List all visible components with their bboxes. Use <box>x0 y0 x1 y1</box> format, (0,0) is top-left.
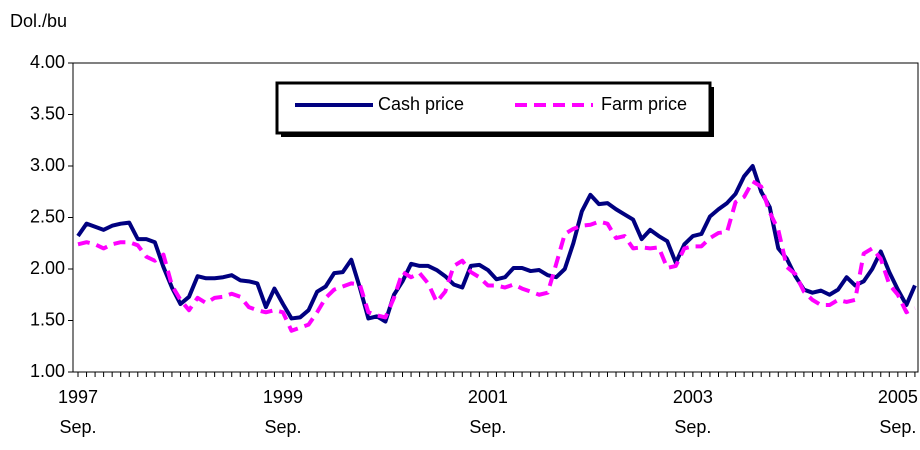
x-tick-label: Sep. <box>469 417 506 437</box>
x-tick-label: Sep. <box>674 417 711 437</box>
y-tick-label: 2.00 <box>30 258 65 278</box>
y-tick-label: 3.50 <box>30 103 65 123</box>
series-line <box>76 164 917 324</box>
series-line <box>77 179 916 333</box>
x-tick-label: 2003 <box>673 387 713 407</box>
legend <box>275 81 712 135</box>
x-tick-label: Sep. <box>264 417 301 437</box>
legend-label: Cash price <box>378 94 464 114</box>
y-tick-label: 4.00 <box>30 52 65 72</box>
y-tick-label: 2.50 <box>30 206 65 226</box>
legend-label: Farm price <box>601 94 687 114</box>
x-tick-label: 1999 <box>263 387 303 407</box>
x-tick-label: 2001 <box>468 387 508 407</box>
y-axis-label: Dol./bu <box>10 11 67 31</box>
y-tick-label: 1.00 <box>30 361 65 381</box>
x-tick-label: Sep. <box>59 417 96 437</box>
y-tick-label: 3.00 <box>30 155 65 175</box>
x-tick-label: 1997 <box>58 387 98 407</box>
x-tick-label: Sep. <box>879 417 916 437</box>
y-tick-label: 1.50 <box>30 309 65 329</box>
x-tick-label: 2005 <box>878 387 918 407</box>
